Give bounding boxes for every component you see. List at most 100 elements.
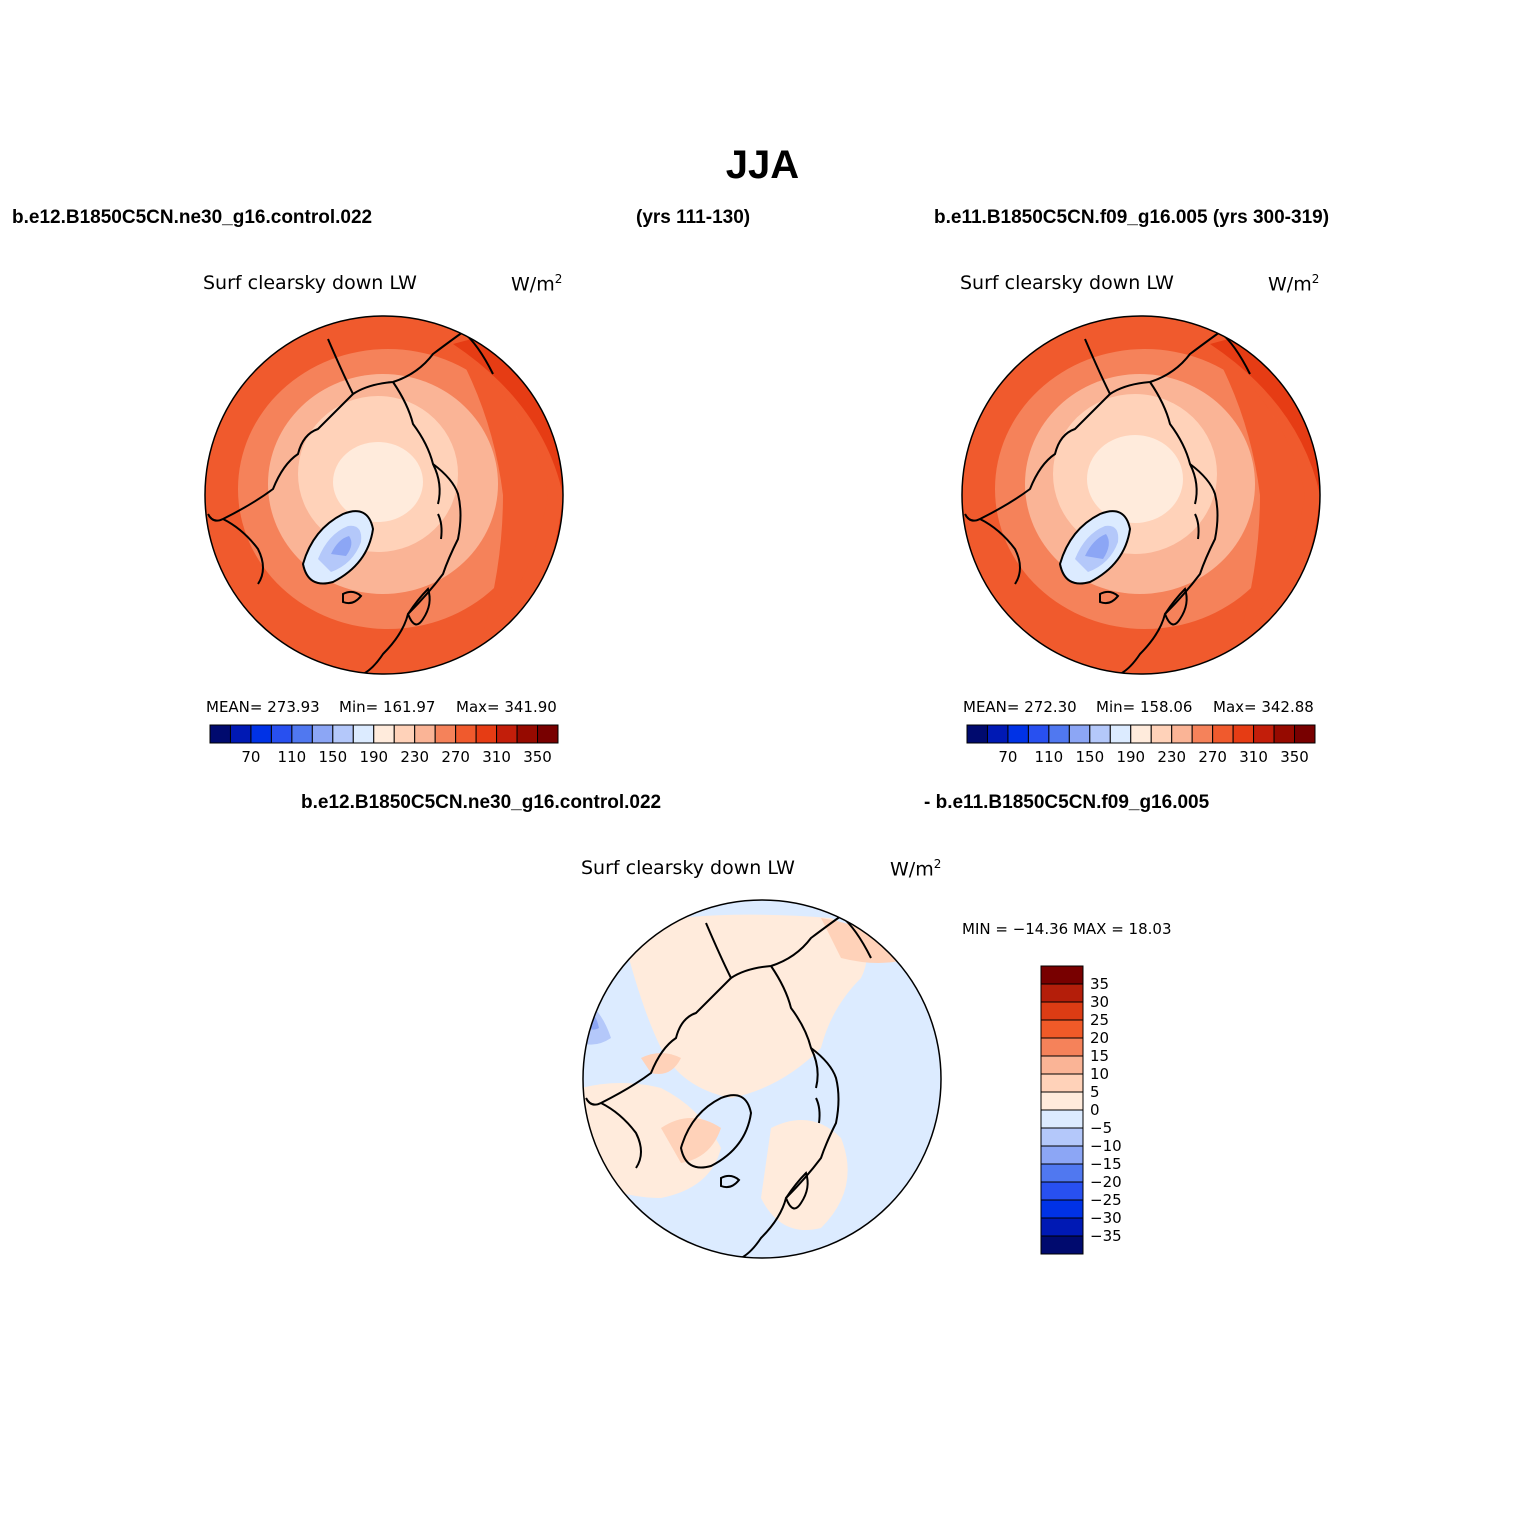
years-header: (yrs 111-130) — [636, 207, 751, 228]
colorbar-swatch — [1130, 724, 1152, 744]
colorbar-tick-label: −15 — [1090, 1155, 1122, 1173]
colorbar-swatch — [455, 724, 477, 744]
left-panel-units: W/m2 — [511, 272, 563, 296]
colorbar-tick-label: 30 — [1090, 993, 1109, 1011]
colorbar-swatch — [209, 724, 231, 744]
left-polar-map — [204, 315, 564, 675]
colorbar-swatch — [373, 724, 395, 744]
colorbar-tick-label: 0 — [1090, 1101, 1100, 1119]
colorbar-swatch — [1273, 724, 1296, 744]
right-mean: MEAN= 272.30 — [963, 698, 1077, 716]
right-case-header: b.e11.B1850C5CN.f09_g16.005 (yrs 300-319… — [934, 207, 1330, 228]
diff-minmax: MIN = −14.36 MAX = 18.03 — [962, 920, 1172, 938]
right-polar-map — [961, 315, 1321, 675]
colorbar-swatch — [1040, 1055, 1084, 1075]
right-panel-variable: Surf clearsky down LW — [960, 272, 1174, 294]
colorbar-swatch — [1040, 1091, 1084, 1111]
colorbar-swatch — [1040, 965, 1084, 985]
colorbar-tick-label: 230 — [1157, 748, 1186, 766]
colorbar-tick-label: 20 — [1090, 1029, 1109, 1047]
colorbar-tick-label: 150 — [319, 748, 348, 766]
diff-panel-units: W/m2 — [890, 857, 942, 881]
colorbar-tick-label: 310 — [1239, 748, 1268, 766]
colorbar-swatch — [1040, 1181, 1084, 1201]
diff-polar-map — [582, 899, 942, 1259]
colorbar-swatch — [1040, 1001, 1084, 1021]
colorbar-swatch — [332, 724, 354, 744]
colorbar-swatch — [1040, 1199, 1084, 1219]
colorbar-tick-label: 70 — [998, 748, 1017, 766]
colorbar-swatch — [229, 724, 252, 744]
colorbar-swatch — [352, 724, 375, 744]
colorbar-swatch — [434, 724, 457, 744]
colorbar-swatch — [250, 724, 272, 744]
diff-left-case-header: b.e12.B1850C5CN.ne30_g16.control.022 — [301, 792, 662, 813]
colorbar-swatch — [1212, 724, 1234, 744]
colorbar-swatch — [1068, 724, 1091, 744]
colorbar-swatch — [1040, 983, 1084, 1003]
right-panel-units: W/m2 — [1268, 272, 1320, 296]
colorbar-tick-label: 25 — [1090, 1011, 1109, 1029]
colorbar-tick-label: 110 — [278, 748, 307, 766]
colorbar-swatch — [1040, 1163, 1084, 1183]
colorbar-tick-label: 270 — [1198, 748, 1227, 766]
colorbar-tick-label: 310 — [482, 748, 511, 766]
colorbar-swatch — [1040, 1109, 1084, 1129]
colorbar-swatch — [1040, 1073, 1084, 1093]
colorbar-tick-label: 5 — [1090, 1083, 1100, 1101]
colorbar-swatch — [311, 724, 334, 744]
left-panel-variable: Surf clearsky down LW — [203, 272, 417, 294]
colorbar-tick-label: 190 — [1116, 748, 1145, 766]
colorbar-swatch — [1040, 1019, 1084, 1039]
diff-panel-variable: Surf clearsky down LW — [581, 857, 795, 879]
colorbar-swatch — [537, 724, 559, 744]
colorbar-swatch — [966, 724, 988, 744]
colorbar-swatch — [516, 724, 539, 744]
colorbar-tick-label: 70 — [241, 748, 260, 766]
colorbar-swatch — [270, 724, 293, 744]
colorbar-swatch — [1171, 724, 1193, 744]
colorbar-swatch — [496, 724, 518, 744]
colorbar-tick-label: 150 — [1076, 748, 1105, 766]
colorbar-swatch — [1048, 724, 1070, 744]
colorbar-swatch — [1040, 1037, 1084, 1057]
colorbar-tick-label: 350 — [1280, 748, 1309, 766]
colorbar-swatch — [475, 724, 498, 744]
colorbar-swatch — [1232, 724, 1255, 744]
right-min: Min= 158.06 — [1096, 698, 1193, 716]
colorbar-tick-label: −20 — [1090, 1173, 1122, 1191]
colorbar-swatch — [1040, 1235, 1084, 1255]
colorbar-swatch — [414, 724, 436, 744]
colorbar-swatch — [1150, 724, 1173, 744]
colorbar-swatch — [1109, 724, 1132, 744]
left-max: Max= 341.90 — [456, 698, 557, 716]
colorbar-tick-label: 270 — [441, 748, 470, 766]
left-min: Min= 161.97 — [339, 698, 436, 716]
colorbar-swatch — [1089, 724, 1111, 744]
left-colorbar: 70 110 150 190 230 270 310 350 — [209, 724, 559, 766]
colorbar-swatch — [1191, 724, 1214, 744]
right-max: Max= 342.88 — [1213, 698, 1314, 716]
colorbar-swatch — [1294, 724, 1316, 744]
figure-title: JJA — [725, 143, 800, 187]
colorbar-tick-label: 110 — [1035, 748, 1064, 766]
colorbar-tick-label: −25 — [1090, 1191, 1122, 1209]
left-mean: MEAN= 273.93 — [206, 698, 320, 716]
diff-right-case-header: - b.e11.B1850C5CN.f09_g16.005 — [924, 792, 1210, 813]
colorbar-swatch — [986, 724, 1009, 744]
colorbar-swatch — [1040, 1145, 1084, 1165]
colorbar-tick-label: 350 — [523, 748, 552, 766]
colorbar-swatch — [393, 724, 416, 744]
colorbar-tick-label: −30 — [1090, 1209, 1122, 1227]
colorbar-tick-label: 10 — [1090, 1065, 1109, 1083]
colorbar-swatch — [1253, 724, 1275, 744]
colorbar-swatch — [1040, 1217, 1084, 1237]
colorbar-tick-label: −10 — [1090, 1137, 1122, 1155]
colorbar-swatch — [1027, 724, 1050, 744]
colorbar-tick-label: 190 — [359, 748, 388, 766]
colorbar-tick-label: −35 — [1090, 1227, 1122, 1245]
colorbar-tick-label: −5 — [1090, 1119, 1112, 1137]
colorbar-tick-label: 230 — [400, 748, 429, 766]
colorbar-swatch — [1007, 724, 1029, 744]
